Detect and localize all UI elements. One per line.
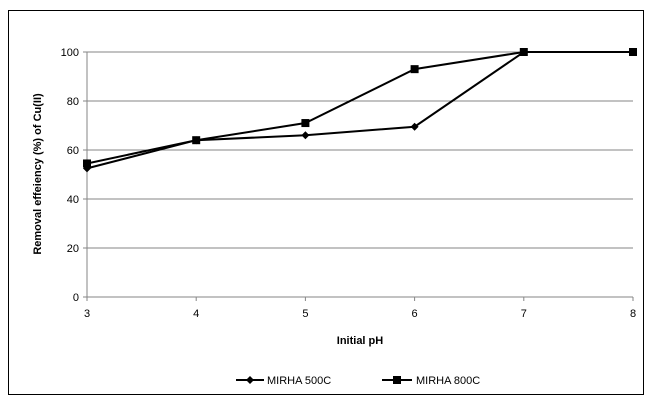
- legend-item-mirha-800c: MIRHA 800C: [382, 375, 480, 387]
- series-line-mirha-500c: [86, 51, 633, 170]
- y-tick-label-100: 100: [61, 47, 79, 59]
- point-mirha-800c-x6: [410, 65, 419, 74]
- point-mirha-500c-x6: [410, 122, 419, 131]
- axes: [83, 51, 634, 301]
- y-axis-title: Removal effeiency (%) of Cu(II): [32, 93, 44, 255]
- y-tick-label-0: 0: [73, 292, 79, 304]
- point-mirha-800c-x4: [192, 136, 201, 145]
- legend-marker-mirha-500c: [246, 376, 254, 384]
- y-tick-label-20: 20: [67, 243, 79, 255]
- x-tick-label-4: 4: [193, 308, 199, 320]
- y-tick-label-60: 60: [67, 145, 79, 157]
- series-line-mirha-800c: [86, 51, 633, 165]
- x-tick-label-8: 8: [630, 308, 636, 320]
- series-layer: [83, 48, 637, 173]
- point-mirha-800c-x5: [301, 119, 310, 128]
- point-mirha-800c-x3: [83, 159, 91, 168]
- legend-item-mirha-500c: MIRHA 500C: [236, 375, 331, 387]
- y-tick-label-80: 80: [67, 96, 79, 108]
- tick-labels: 0 20 40 60 80 100 3 4 5 6 7 8: [61, 47, 636, 320]
- legend-label-mirha-800c: MIRHA 800C: [416, 375, 480, 387]
- chart-frame: [8, 10, 644, 395]
- legend-label-mirha-500c: MIRHA 500C: [267, 375, 331, 387]
- legend-marker-mirha-800c: [393, 376, 401, 384]
- y-tick-label-40: 40: [67, 194, 79, 206]
- x-tick-label-7: 7: [521, 308, 527, 320]
- x-axis-title: Initial pH: [337, 335, 384, 347]
- x-tick-label-6: 6: [412, 308, 418, 320]
- gridlines: [87, 51, 633, 249]
- x-tick-label-5: 5: [302, 308, 308, 320]
- point-mirha-800c-x7: [519, 48, 528, 56]
- legend: MIRHA 500C MIRHA 800C: [236, 375, 480, 387]
- x-tick-label-3: 3: [84, 308, 90, 320]
- point-mirha-500c-x5: [301, 131, 310, 140]
- point-mirha-800c-x8: [629, 48, 637, 56]
